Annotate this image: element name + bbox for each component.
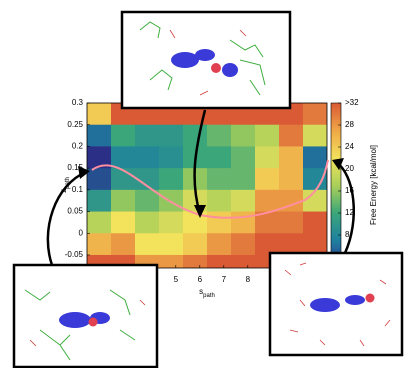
cell (159, 168, 184, 190)
cell (159, 212, 184, 234)
figure: 0.30.250.20.150.10.050-0.0556789spathzpa… (0, 0, 413, 368)
y-tick-label: 0.1 (72, 185, 84, 194)
x-tick-label: 7 (222, 275, 227, 284)
cell (255, 190, 280, 212)
cell (279, 212, 304, 234)
cell (111, 146, 136, 168)
cell (279, 146, 304, 168)
colorbar-segment (331, 103, 341, 106)
cell (279, 125, 304, 147)
y-tick-label: 0.3 (72, 98, 84, 107)
heatmap (87, 103, 328, 277)
cell (111, 125, 136, 147)
colorbar-tick-label: 28 (345, 120, 354, 129)
cell (255, 146, 280, 168)
cell (111, 233, 136, 255)
cell (135, 125, 160, 147)
cell (207, 233, 232, 255)
cell (87, 190, 112, 212)
inset-top (122, 12, 290, 108)
y-tick-label: 0.05 (67, 207, 83, 216)
cell (135, 212, 160, 234)
cell (231, 168, 256, 190)
colorbar-label: Free Energy [kcal/mol] (369, 145, 378, 225)
cell (279, 168, 304, 190)
cell (135, 146, 160, 168)
y-tick-label: 0.2 (72, 142, 84, 151)
cell (111, 212, 136, 234)
cell (207, 125, 232, 147)
cell (303, 146, 328, 168)
cell (87, 103, 112, 125)
cell (87, 125, 112, 147)
x-axis-label: spath (199, 287, 215, 298)
cell (303, 190, 328, 212)
cell (231, 125, 256, 147)
cell (159, 233, 184, 255)
y-tick-label: -0.05 (65, 250, 84, 259)
cell (207, 255, 232, 277)
cell (183, 125, 208, 147)
inset-right (270, 253, 402, 355)
colorbar-tick-label: 24 (345, 142, 354, 151)
cell (183, 233, 208, 255)
cell (303, 212, 328, 234)
cell (207, 146, 232, 168)
cell (183, 255, 208, 277)
cell (159, 255, 184, 277)
cell (159, 146, 184, 168)
cell (231, 255, 256, 277)
x-tick-label: 6 (198, 275, 203, 284)
y-tick-label: 0 (79, 228, 84, 237)
cell (111, 190, 136, 212)
cell (207, 212, 232, 234)
cell (159, 125, 184, 147)
colorbar-tick-label: >32 (345, 98, 359, 107)
cell (207, 168, 232, 190)
cell (231, 190, 256, 212)
x-tick-label: 5 (174, 275, 179, 284)
cell (303, 168, 328, 190)
cell (207, 190, 232, 212)
cell (255, 125, 280, 147)
cell (87, 233, 112, 255)
cell (135, 233, 160, 255)
x-tick-label: 8 (246, 275, 251, 284)
cell (87, 212, 112, 234)
x-axis-label-sub: path (203, 293, 215, 299)
y-tick-label: 0.25 (67, 120, 83, 129)
cell (255, 168, 280, 190)
cell (87, 168, 112, 190)
cell (303, 125, 328, 147)
cell (231, 146, 256, 168)
cell (231, 233, 256, 255)
inset-left (14, 265, 157, 367)
cell (303, 103, 328, 125)
